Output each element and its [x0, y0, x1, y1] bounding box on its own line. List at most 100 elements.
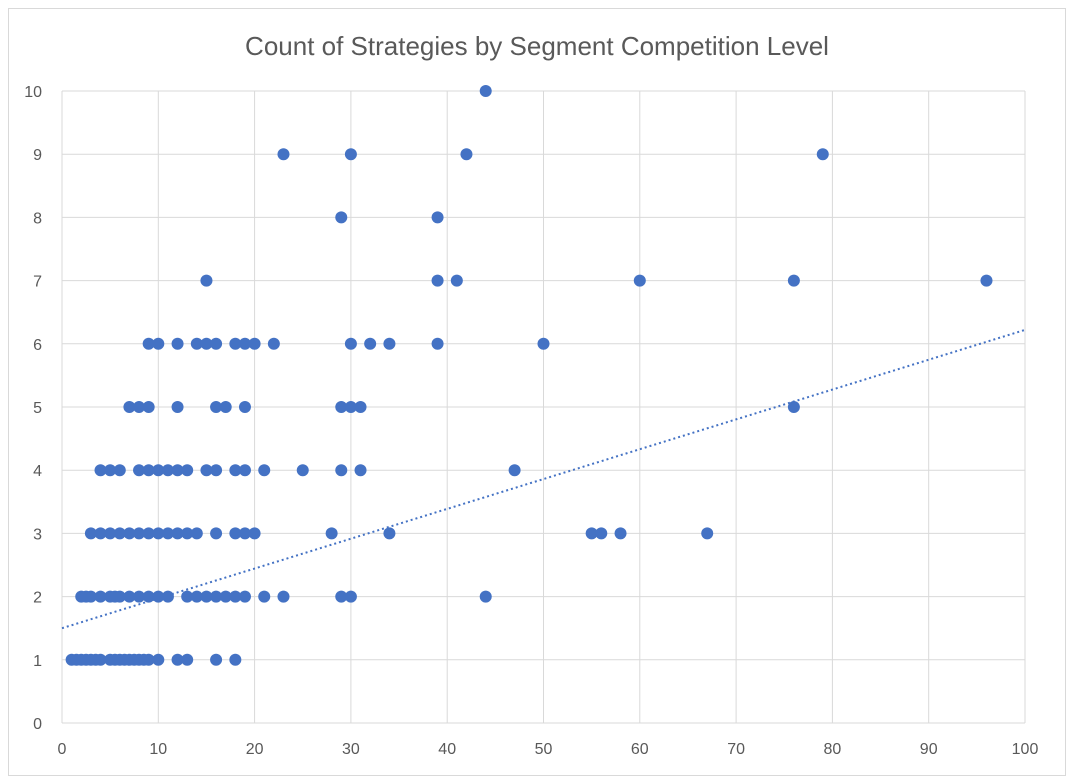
data-point — [614, 527, 627, 540]
data-point — [190, 590, 203, 603]
data-point — [595, 527, 608, 540]
data-point — [229, 590, 242, 603]
data-point — [248, 337, 261, 350]
y-tick-label: 10 — [24, 84, 42, 101]
data-point — [104, 464, 117, 477]
data-point — [238, 337, 251, 350]
data-point — [238, 401, 251, 413]
data-point — [210, 337, 223, 350]
data-point — [229, 337, 242, 350]
data-point — [258, 464, 271, 477]
data-point — [190, 337, 203, 350]
x-tick-label: 10 — [149, 741, 167, 758]
x-tick-label: 90 — [920, 741, 938, 758]
data-point — [585, 527, 598, 540]
data-point — [479, 85, 492, 97]
y-tick-label: 2 — [33, 590, 42, 607]
data-point — [354, 401, 367, 413]
data-point — [94, 590, 107, 603]
data-point — [787, 274, 800, 287]
data-point — [171, 464, 184, 477]
data-point — [123, 401, 136, 413]
data-point — [431, 211, 444, 224]
y-tick-label: 8 — [33, 210, 42, 227]
data-point — [181, 464, 194, 477]
y-tick-label: 4 — [33, 463, 42, 480]
data-point — [210, 590, 223, 603]
chart-frame — [8, 8, 1066, 776]
data-point — [171, 401, 184, 413]
data-point — [325, 527, 338, 540]
data-point — [113, 590, 126, 603]
x-tick-label: 70 — [727, 741, 745, 758]
data-point — [364, 337, 377, 350]
data-point — [344, 337, 357, 350]
data-point — [200, 274, 213, 287]
data-point — [344, 401, 357, 413]
x-tick-label: 80 — [824, 741, 842, 758]
data-points — [65, 85, 993, 666]
data-point — [277, 590, 290, 603]
data-point — [238, 590, 251, 603]
data-point — [229, 653, 242, 666]
data-point — [181, 527, 194, 540]
data-point — [210, 464, 223, 477]
data-point — [335, 590, 348, 603]
data-point — [142, 527, 155, 540]
grid — [61, 90, 1026, 724]
data-point — [296, 464, 309, 477]
data-point — [94, 464, 107, 477]
data-point — [701, 527, 714, 540]
data-point — [219, 590, 232, 603]
data-point — [181, 590, 194, 603]
data-point — [980, 274, 993, 287]
data-point — [238, 464, 251, 477]
data-point — [816, 148, 829, 161]
y-axis-ticks: 0 1 2 3 4 5 6 7 8 9 10 — [24, 84, 42, 733]
data-point — [431, 274, 444, 287]
data-point — [161, 464, 174, 477]
data-point — [152, 464, 165, 477]
data-point — [113, 464, 126, 477]
data-point — [84, 590, 97, 603]
data-point — [94, 527, 107, 540]
data-point — [277, 148, 290, 161]
data-point — [229, 527, 242, 540]
data-point — [210, 527, 223, 540]
trendline — [61, 328, 1026, 630]
data-point — [450, 274, 463, 287]
data-point — [210, 401, 223, 413]
data-point — [248, 527, 261, 540]
data-point — [152, 527, 165, 540]
data-point — [200, 464, 213, 477]
x-tick-label: 50 — [535, 741, 553, 758]
data-point — [152, 590, 165, 603]
data-point — [229, 464, 242, 477]
data-point — [84, 527, 97, 540]
data-point — [133, 590, 146, 603]
data-point — [344, 590, 357, 603]
data-point — [118, 653, 131, 666]
data-point — [113, 527, 126, 540]
data-point — [431, 337, 444, 350]
data-point — [137, 653, 150, 666]
x-tick-label: 60 — [631, 741, 649, 758]
data-point — [787, 401, 800, 413]
y-tick-label: 9 — [33, 147, 42, 164]
data-point — [133, 401, 146, 413]
data-point — [354, 464, 367, 477]
y-tick-label: 3 — [33, 526, 42, 543]
data-point — [238, 527, 251, 540]
data-point — [344, 148, 357, 161]
data-point — [89, 653, 102, 666]
data-point — [383, 337, 396, 350]
chart-title: Count of Strategies by Segment Competiti… — [245, 31, 829, 61]
data-point — [142, 337, 155, 350]
data-point — [108, 653, 121, 666]
data-point — [161, 527, 174, 540]
x-tick-label: 40 — [438, 741, 456, 758]
data-point — [123, 527, 136, 540]
data-point — [383, 527, 396, 540]
data-point — [152, 653, 165, 666]
